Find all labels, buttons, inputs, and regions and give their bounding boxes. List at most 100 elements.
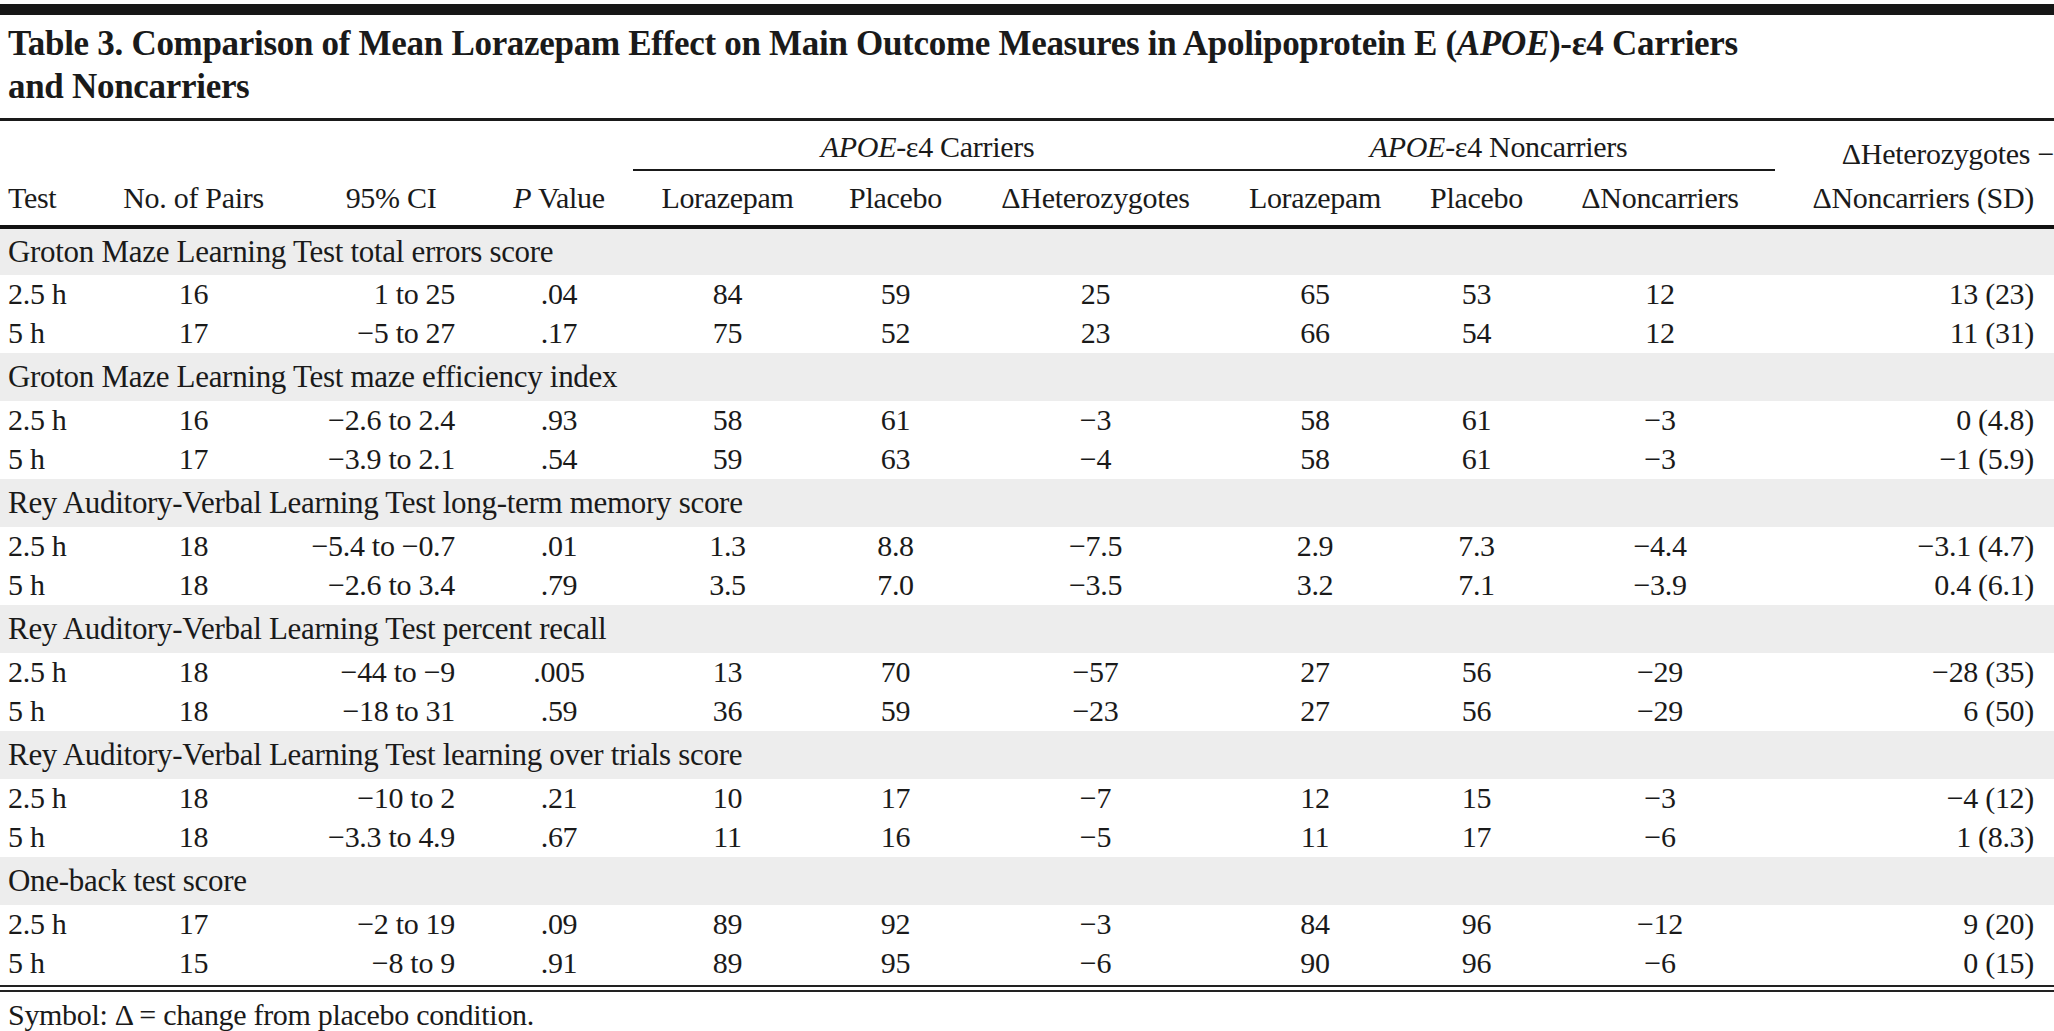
cell-carrier-placebo: 16 [822,818,969,857]
table-title: Table 3. Comparison of Mean Lorazepam Ef… [0,15,2054,118]
cell-noncarrier-placebo: 56 [1408,692,1545,731]
cell-carrier-placebo: 17 [822,779,969,818]
cell-noncarrier-lorazepam: 58 [1222,440,1408,479]
section-header-row: Rey Auditory-Verbal Learning Test long-t… [0,479,2054,527]
pvalue-rest: Value [531,181,604,214]
cell-test: 5 h [0,944,90,983]
pvalue-italic-p: P [513,181,531,214]
section-header-row: One-back test score [0,857,2054,905]
top-rule-bar [0,4,2054,15]
cell-ci: −3.9 to 2.1 [297,440,485,479]
cell-carrier-delta: −3.5 [969,566,1222,605]
cell-noncarrier-delta: −12 [1545,905,1775,944]
table-row: 5 h 17 −3.9 to 2.1 .54 59 63 −4 58 61 −3… [0,440,2054,479]
cell-carrier-lorazepam: 75 [633,314,822,353]
cell-noncarrier-lorazepam: 65 [1222,275,1408,314]
cell-noncarrier-delta: −3 [1545,401,1775,440]
cell-carrier-delta: −3 [969,401,1222,440]
cell-ci: −5 to 27 [297,314,485,353]
carriers-gene-italic: APOE [821,130,896,163]
cell-ci: −3.3 to 4.9 [297,818,485,857]
table-row: 5 h 18 −18 to 31 .59 36 59 −23 27 56 −29… [0,692,2054,731]
col-header-diff-line2: ΔNoncarriers (SD) [1775,171,2054,227]
cell-ci: 1 to 25 [297,275,485,314]
table-row: 5 h 18 −3.3 to 4.9 .67 11 16 −5 11 17 −6… [0,818,2054,857]
cell-ci: −2 to 19 [297,905,485,944]
cell-noncarrier-delta: 12 [1545,275,1775,314]
cell-carrier-placebo: 59 [822,692,969,731]
cell-ci: −2.6 to 3.4 [297,566,485,605]
cell-ci: −2.6 to 2.4 [297,401,485,440]
cell-noncarrier-placebo: 96 [1408,944,1545,983]
cell-carrier-lorazepam: 59 [633,440,822,479]
cell-diff-sd: 6 (50) [1775,692,2054,731]
cell-carrier-delta: −7 [969,779,1222,818]
cell-noncarrier-lorazepam: 58 [1222,401,1408,440]
cell-carrier-delta: −23 [969,692,1222,731]
cell-ci: −18 to 31 [297,692,485,731]
col-header-noncarrier-lorazepam: Lorazepam [1222,171,1408,227]
section-header-row: Rey Auditory-Verbal Learning Test percen… [0,605,2054,653]
cell-noncarrier-lorazepam: 3.2 [1222,566,1408,605]
carriers-group-label: -ε4 Carriers [896,130,1034,163]
cell-test: 5 h [0,692,90,731]
cell-carrier-placebo: 61 [822,401,969,440]
cell-noncarrier-placebo: 15 [1408,779,1545,818]
cell-test: 5 h [0,314,90,353]
cell-carrier-lorazepam: 36 [633,692,822,731]
cell-pvalue: .79 [485,566,633,605]
cell-carrier-lorazepam: 10 [633,779,822,818]
cell-test: 2.5 h [0,653,90,692]
cell-diff-sd: 9 (20) [1775,905,2054,944]
table-row: 2.5 h 16 −2.6 to 2.4 .93 58 61 −3 58 61 … [0,401,2054,440]
outcomes-table: APOE-ε4 Carriers APOE-ε4 Noncarriers ΔHe… [0,121,2054,983]
col-header-carrier-lorazepam: Lorazepam [633,171,822,227]
cell-diff-sd: 11 (31) [1775,314,2054,353]
cell-pvalue: .67 [485,818,633,857]
cell-carrier-delta: −57 [969,653,1222,692]
col-header-pvalue: P Value [485,171,633,227]
section-header-row: Rey Auditory-Verbal Learning Test learni… [0,731,2054,779]
cell-carrier-placebo: 95 [822,944,969,983]
cell-carrier-placebo: 59 [822,275,969,314]
cell-pvalue: .59 [485,692,633,731]
cell-pvalue: .54 [485,440,633,479]
cell-carrier-placebo: 7.0 [822,566,969,605]
table-row: 2.5 h 18 −10 to 2 .21 10 17 −7 12 15 −3 … [0,779,2054,818]
cell-carrier-lorazepam: 11 [633,818,822,857]
cell-pairs: 18 [90,692,297,731]
table-row: 2.5 h 18 −44 to −9 .005 13 70 −57 27 56 … [0,653,2054,692]
cell-carrier-delta: 23 [969,314,1222,353]
cell-pairs: 18 [90,653,297,692]
cell-diff-sd: −4 (12) [1775,779,2054,818]
section-header-row: Groton Maze Learning Test total errors s… [0,227,2054,275]
cell-carrier-lorazepam: 1.3 [633,527,822,566]
cell-carrier-placebo: 63 [822,440,969,479]
noncarriers-gene-italic: APOE [1370,130,1445,163]
cell-carrier-delta: −6 [969,944,1222,983]
cell-noncarrier-delta: −3 [1545,440,1775,479]
table-row: 5 h 15 −8 to 9 .91 89 95 −6 90 96 −6 0 (… [0,944,2054,983]
cell-pvalue: .09 [485,905,633,944]
cell-noncarrier-lorazepam: 27 [1222,692,1408,731]
cell-pairs: 16 [90,275,297,314]
cell-diff-sd: 0.4 (6.1) [1775,566,2054,605]
cell-diff-sd: −28 (35) [1775,653,2054,692]
section-label: Rey Auditory-Verbal Learning Test percen… [0,605,2054,653]
cell-diff-sd: 1 (8.3) [1775,818,2054,857]
cell-test: 5 h [0,440,90,479]
cell-pvalue: .04 [485,275,633,314]
cell-pvalue: .01 [485,527,633,566]
col-header-ci: 95% CI [297,171,485,227]
cell-diff-sd: 0 (15) [1775,944,2054,983]
title-line2: and Noncarriers [8,67,249,106]
group-header-carriers: APOE-ε4 Carriers [633,121,1222,171]
cell-noncarrier-lorazepam: 27 [1222,653,1408,692]
cell-carrier-lorazepam: 84 [633,275,822,314]
cell-ci: −8 to 9 [297,944,485,983]
table-footnote: Symbol: Δ = change from placebo conditio… [0,992,2054,1031]
cell-noncarrier-delta: −3 [1545,779,1775,818]
cell-carrier-delta: −5 [969,818,1222,857]
cell-noncarrier-delta: −6 [1545,944,1775,983]
cell-noncarrier-lorazepam: 12 [1222,779,1408,818]
